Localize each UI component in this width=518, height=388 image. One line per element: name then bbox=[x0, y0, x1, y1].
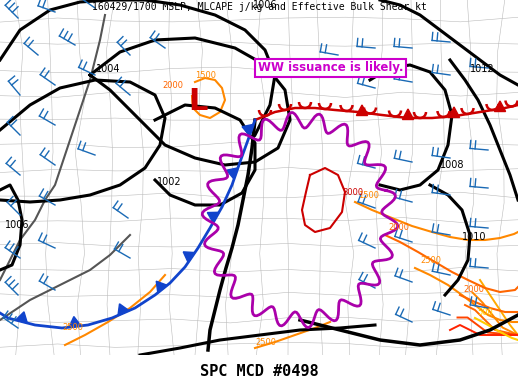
Text: SPC MCD #0498: SPC MCD #0498 bbox=[199, 364, 319, 379]
Polygon shape bbox=[356, 105, 368, 116]
Text: 2500: 2500 bbox=[62, 323, 83, 332]
Polygon shape bbox=[118, 304, 129, 315]
Text: L: L bbox=[189, 88, 208, 116]
Polygon shape bbox=[156, 281, 167, 293]
Text: 3000: 3000 bbox=[342, 188, 363, 197]
Text: 1500: 1500 bbox=[195, 71, 216, 80]
Text: 1004: 1004 bbox=[96, 64, 121, 74]
Polygon shape bbox=[183, 252, 195, 262]
Polygon shape bbox=[402, 109, 413, 120]
Text: 500: 500 bbox=[477, 308, 493, 317]
Polygon shape bbox=[16, 312, 27, 323]
Text: 1006: 1006 bbox=[253, 0, 277, 10]
Text: 1010: 1010 bbox=[462, 232, 486, 242]
Text: 2500: 2500 bbox=[420, 256, 441, 265]
Text: 1002: 1002 bbox=[157, 177, 182, 187]
Text: 1012: 1012 bbox=[470, 64, 495, 74]
Text: 1500: 1500 bbox=[358, 191, 379, 200]
Polygon shape bbox=[242, 124, 253, 136]
Text: 2000: 2000 bbox=[388, 223, 409, 232]
Text: 160429/1700 MSLP, MLCAPE j/kg and Effective Bulk Shear kt: 160429/1700 MSLP, MLCAPE j/kg and Effect… bbox=[92, 2, 426, 12]
Polygon shape bbox=[207, 212, 219, 223]
Text: 2500: 2500 bbox=[255, 338, 276, 347]
Text: 2000: 2000 bbox=[463, 285, 484, 294]
Polygon shape bbox=[69, 317, 81, 327]
Text: 2000: 2000 bbox=[162, 81, 183, 90]
Polygon shape bbox=[449, 107, 459, 118]
Polygon shape bbox=[494, 101, 506, 111]
Polygon shape bbox=[226, 168, 238, 179]
Text: WW issuance is likely.: WW issuance is likely. bbox=[258, 62, 404, 74]
Text: 1006: 1006 bbox=[5, 220, 30, 230]
Text: 1008: 1008 bbox=[440, 160, 465, 170]
